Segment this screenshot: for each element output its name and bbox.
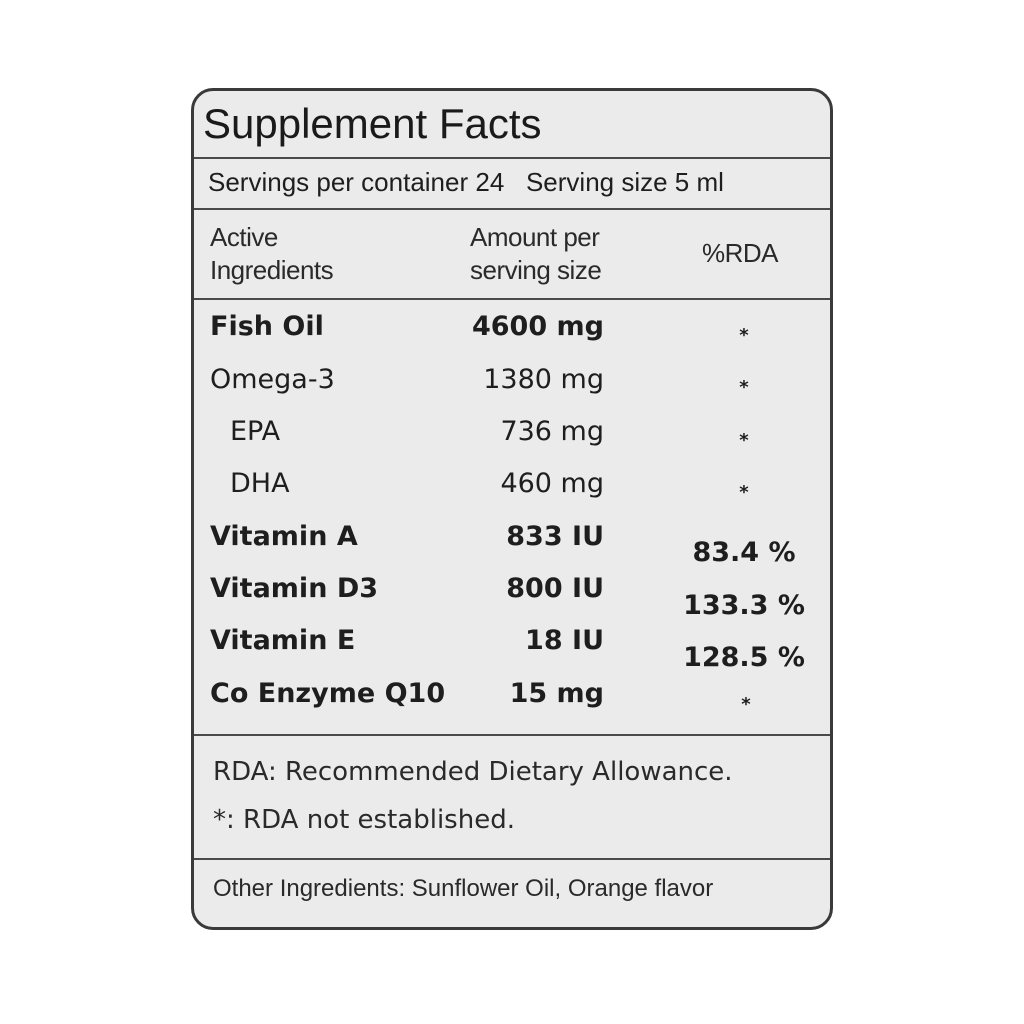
row-rda: * <box>739 482 749 503</box>
row-rda: 83.4 % <box>692 537 796 568</box>
row-name: Vitamin E <box>210 625 356 656</box>
row-rda: 128.5 % <box>683 642 805 673</box>
header-ingredients-line1: Active <box>210 222 278 252</box>
servings-info: Servings per container 24 Serving size 5… <box>208 167 724 197</box>
row-rda: 133.3 % <box>683 590 805 621</box>
row-rda: * <box>739 430 749 451</box>
supplement-facts-panel: Supplement Facts Servings per container … <box>191 88 833 930</box>
divider <box>194 298 830 300</box>
header-amount-line2: serving size <box>470 255 602 285</box>
divider <box>194 734 830 736</box>
row-name: Fish Oil <box>210 311 324 342</box>
header-amount-line1: Amount per <box>470 222 600 252</box>
header-ingredients-line2: Ingredients <box>210 255 334 285</box>
header-amount: Amount per serving size <box>470 221 602 287</box>
row-rda: * <box>739 377 749 398</box>
row-name: EPA <box>230 416 281 447</box>
row-amount: 800 IU <box>506 573 604 604</box>
row-amount: 4600 mg <box>471 311 604 342</box>
row-amount: 18 IU <box>525 625 604 656</box>
row-amount: 833 IU <box>506 521 604 552</box>
row-rda: * <box>739 325 749 346</box>
row-name: Co Enzyme Q10 <box>210 678 446 709</box>
header-rda: %RDA <box>702 238 779 268</box>
header-ingredients: Active Ingredients <box>210 221 334 287</box>
row-rda: * <box>741 694 751 715</box>
row-amount: 460 mg <box>500 468 604 499</box>
row-name: DHA <box>230 468 290 499</box>
row-name: Vitamin D3 <box>210 573 379 604</box>
divider <box>194 858 830 860</box>
rda-definition-note: RDA: Recommended Dietary Allowance. <box>213 757 733 787</box>
panel-title: Supplement Facts <box>203 100 542 147</box>
row-amount: 736 mg <box>500 416 604 447</box>
divider <box>194 208 830 210</box>
other-ingredients: Other Ingredients: Sunflower Oil, Orange… <box>213 875 714 902</box>
row-name: Vitamin A <box>210 521 358 552</box>
divider <box>194 157 830 159</box>
asterisk-note: *: RDA not established. <box>213 805 515 835</box>
row-name: Omega-3 <box>210 364 335 395</box>
row-amount: 1380 mg <box>483 364 604 395</box>
row-amount: 15 mg <box>509 678 604 709</box>
